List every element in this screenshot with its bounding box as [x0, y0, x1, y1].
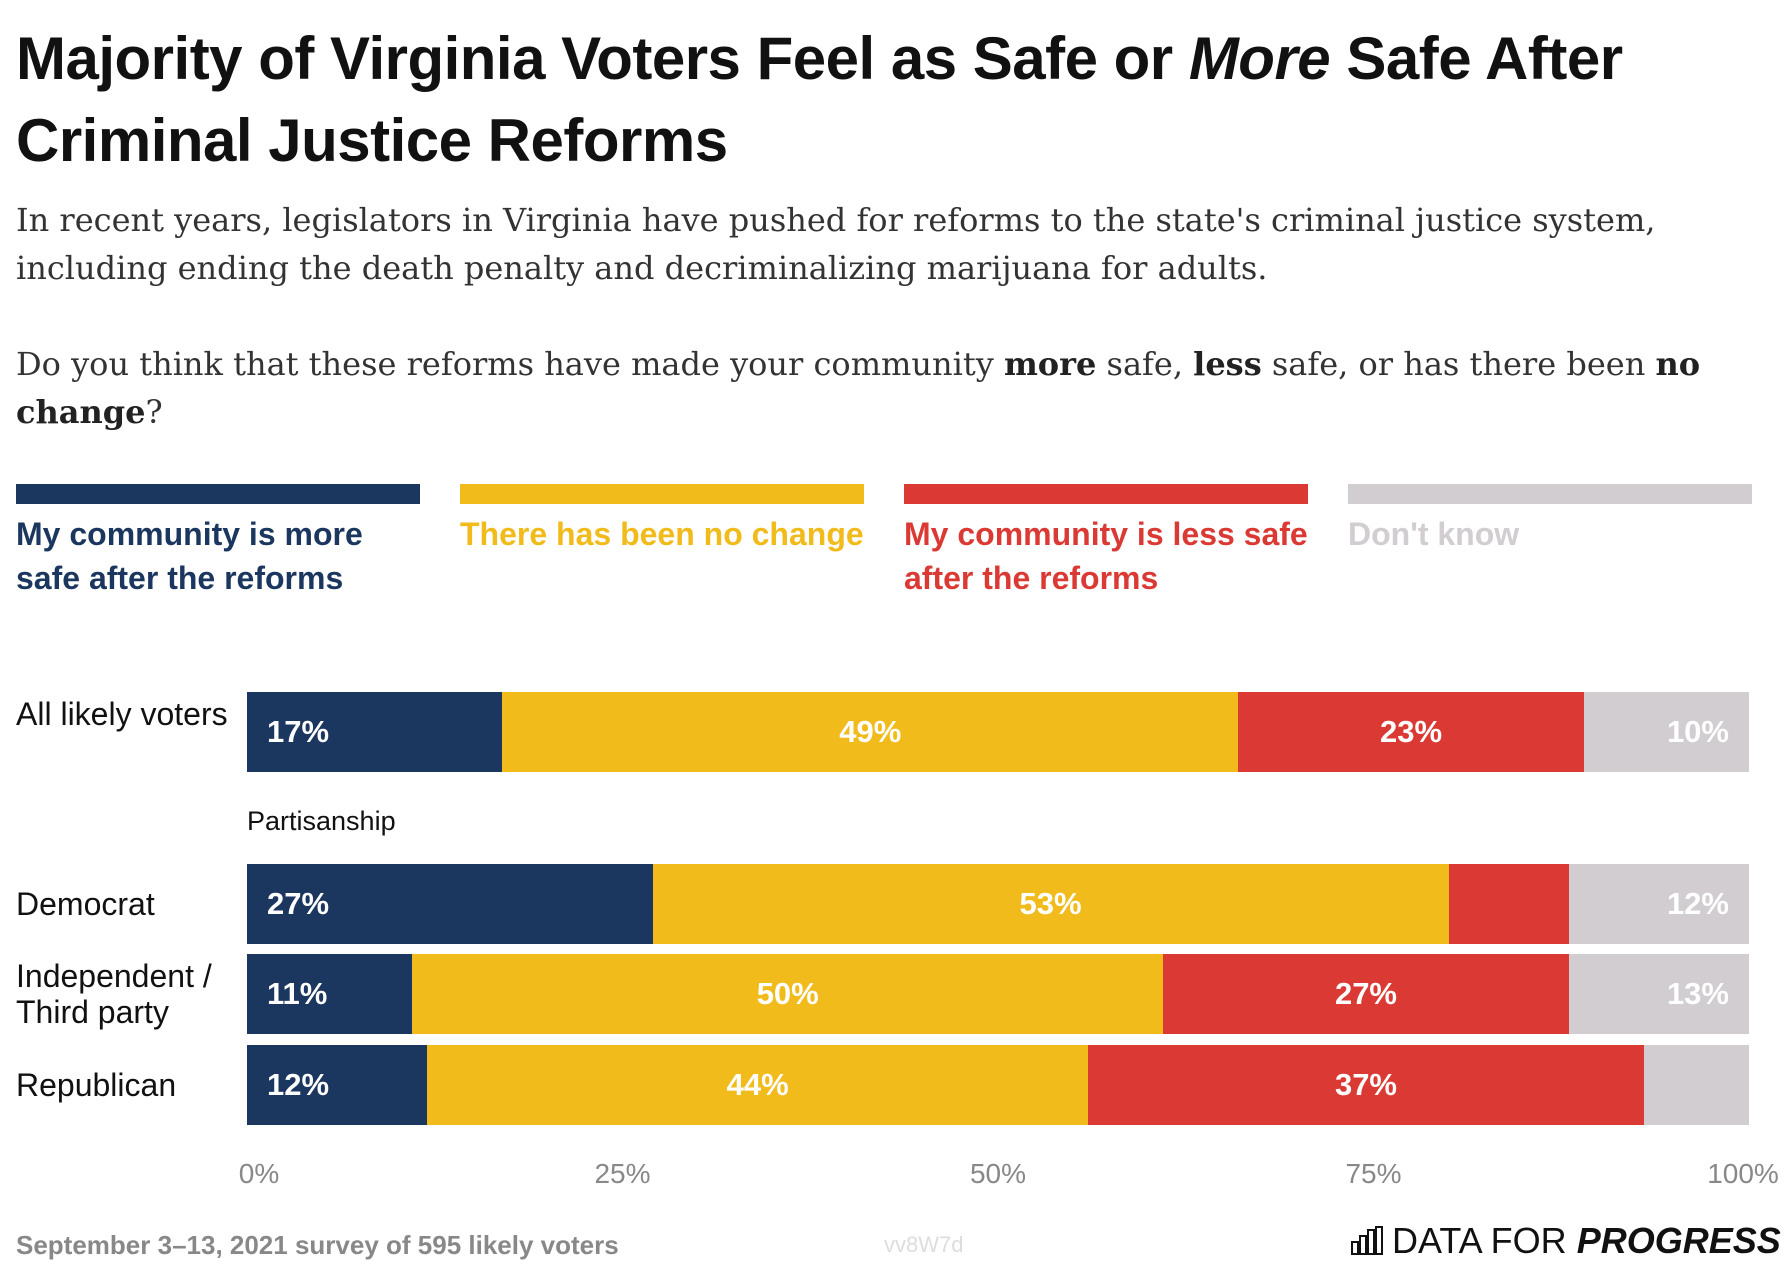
x-tick-label: 50%: [969, 1158, 1027, 1189]
legend-label: My community is less safe after the refo…: [904, 516, 1308, 596]
data-label: 12%: [1666, 886, 1729, 921]
bar-segment: 17%: [247, 692, 503, 772]
legend-swatch: [1348, 484, 1752, 504]
data-label: 12%: [267, 1067, 330, 1102]
legend-swatch: [16, 484, 420, 504]
data-label: 23%: [1380, 714, 1443, 749]
x-tick-label: 75%: [1345, 1158, 1402, 1189]
x-tick-label: 25%: [594, 1158, 651, 1189]
data-label: 53%: [1019, 886, 1082, 921]
category-label: Democrat: [16, 886, 155, 922]
data-label: 27%: [1334, 976, 1397, 1011]
bar-segment: 23%: [1238, 692, 1584, 772]
bar-segment: 11%: [247, 954, 413, 1034]
footer-source: September 3–13, 2021 survey of 595 likel…: [16, 1230, 619, 1260]
logo: DATA FOR PROGRESS: [1350, 1220, 1781, 1262]
data-label: 49%: [839, 714, 902, 749]
data-label: 27%: [267, 886, 330, 921]
data-label: 44%: [726, 1067, 789, 1102]
data-label: 11%: [267, 976, 328, 1011]
legend-swatch: [904, 484, 1308, 504]
data-label: 50%: [756, 976, 819, 1011]
group-label: Partisanship: [247, 806, 396, 836]
survey-question: Do you think that these reforms have mad…: [16, 345, 1701, 431]
bar-segment: 27%: [1163, 954, 1569, 1034]
bar-segment: 27%: [247, 864, 653, 944]
legend-label: My community is more safe after the refo…: [16, 516, 363, 596]
bar-segment: [1643, 1045, 1749, 1125]
chart-title: Majority of Virginia Voters Feel as Safe…: [16, 25, 1623, 174]
legend-label: Don't know: [1348, 516, 1520, 552]
bar-segment: 10%: [1583, 692, 1749, 772]
bar-segment: 37%: [1088, 1045, 1644, 1125]
bar-segment: 13%: [1568, 954, 1749, 1034]
legend-label: There has been no change: [460, 516, 864, 552]
data-label: 17%: [267, 714, 330, 749]
bar-segment: 44%: [427, 1045, 1089, 1125]
category-label: Independent / Third party: [16, 958, 212, 1030]
legend-item: Don't know: [1348, 484, 1752, 556]
bar-segment: 49%: [502, 692, 1239, 772]
bar-segment: 12%: [247, 1045, 428, 1125]
legend-item: My community is less safe after the refo…: [904, 484, 1308, 600]
bar-segment: 53%: [652, 864, 1449, 944]
category-label: Republican: [16, 1067, 177, 1103]
legend-item: My community is more safe after the refo…: [16, 484, 420, 600]
bar-segment: 12%: [1568, 864, 1749, 944]
category-label: All likely voters: [16, 696, 228, 732]
legend-item: There has been no change: [460, 484, 864, 556]
bar-segment: [1448, 864, 1569, 944]
chart-code: vv8W7d: [884, 1232, 964, 1257]
data-label: 13%: [1666, 976, 1729, 1011]
x-tick-label: 100%: [1707, 1158, 1779, 1189]
chart-subtitle: In recent years, legislators in Virginia…: [16, 201, 1656, 287]
legend-swatch: [460, 484, 864, 504]
bar-segment: 50%: [412, 954, 1164, 1034]
bar-chart-icon: [1351, 1226, 1383, 1255]
x-tick-label: 0%: [238, 1158, 280, 1189]
data-label: 10%: [1666, 714, 1729, 749]
data-label: 37%: [1334, 1067, 1397, 1102]
